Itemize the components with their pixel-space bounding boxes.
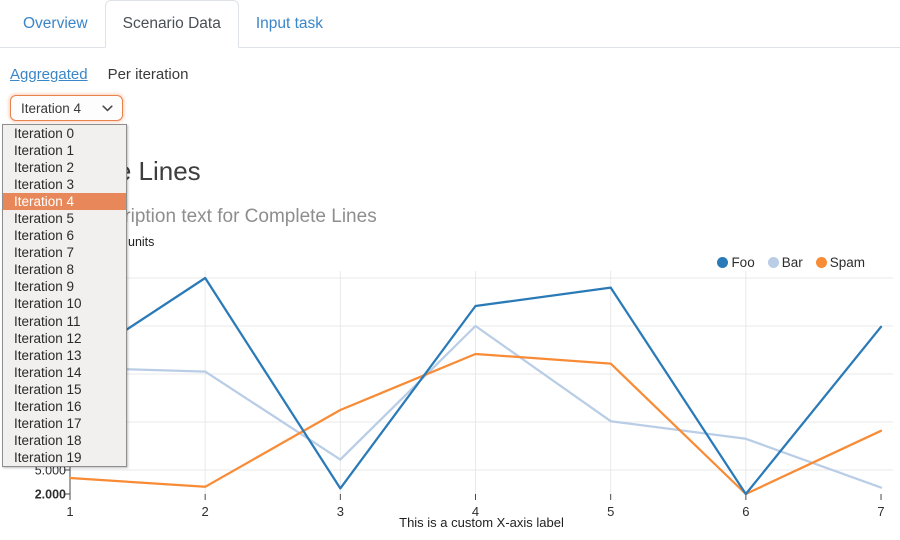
tab-scenario-data[interactable]: Scenario Data	[104, 0, 239, 48]
chevron-down-icon	[102, 104, 113, 112]
dropdown-option[interactable]: Iteration 17	[14, 415, 82, 431]
y-axis-unit-label: units	[128, 235, 155, 249]
iteration-select[interactable]: Iteration 4	[10, 95, 123, 121]
iteration-dropdown-list: Iteration 0 Iteration 1 Iteration 2 Iterati…	[2, 124, 127, 467]
dropdown-option[interactable]: Iteration 8	[14, 262, 75, 278]
svg-text:7: 7	[877, 504, 884, 519]
dropdown-option[interactable]: Iteration 7	[14, 245, 75, 261]
dropdown-option[interactable]: Iteration 3	[14, 177, 75, 193]
dropdown-option[interactable]: Iteration 4	[3, 193, 126, 211]
svg-text:6: 6	[742, 504, 749, 519]
dropdown-option[interactable]: Iteration 5	[14, 211, 75, 227]
svg-text:4: 4	[472, 504, 479, 519]
dropdown-option[interactable]: Iteration 2	[14, 160, 75, 176]
tab-overview[interactable]: Overview	[23, 14, 88, 32]
svg-text:3: 3	[337, 504, 344, 519]
tab-input-task[interactable]: Input task	[255, 14, 324, 32]
dropdown-option[interactable]: Iteration 6	[14, 228, 75, 244]
svg-text:2.000: 2.000	[35, 488, 66, 502]
legend-label: Spam	[829, 255, 865, 270]
legend-item-bar[interactable]: Bar	[767, 255, 803, 270]
svg-text:5: 5	[607, 504, 614, 519]
dropdown-option[interactable]: Iteration 0	[14, 126, 75, 141]
subnav: Aggregated Per iteration	[10, 66, 188, 83]
legend-label: Foo	[731, 255, 755, 270]
chart-subtitle: Description text for Complete Lines	[81, 206, 377, 227]
svg-text:This is a custom X-axis label: This is a custom X-axis label	[399, 515, 564, 530]
dropdown-option[interactable]: Iteration 10	[14, 296, 82, 312]
dropdown-option[interactable]: Iteration 14	[14, 364, 82, 380]
dropdown-option[interactable]: Iteration 19	[14, 449, 82, 465]
tab-bar: Overview Scenario Data Input task	[0, 0, 900, 48]
subnav-item-per-iteration[interactable]: Per iteration	[107, 66, 189, 83]
dropdown-option[interactable]: Iteration 1	[14, 143, 75, 159]
dropdown-option[interactable]: Iteration 9	[14, 279, 75, 295]
svg-text:2: 2	[202, 504, 209, 519]
chart-legend: Foo Bar Spam	[717, 255, 865, 270]
dropdown-option[interactable]: Iteration 11	[14, 313, 81, 329]
dropdown-option[interactable]: Iteration 12	[14, 330, 82, 346]
dropdown-option[interactable]: Iteration 15	[14, 381, 82, 397]
dropdown-option[interactable]: Iteration 16	[14, 398, 82, 414]
legend-label: Bar	[781, 255, 803, 270]
dropdown-option[interactable]: Iteration 18	[14, 432, 82, 448]
legend-dot	[767, 257, 779, 268]
svg-text:1: 1	[66, 504, 73, 519]
iteration-select-value: Iteration 4	[21, 100, 82, 116]
dropdown-option[interactable]: Iteration 13	[14, 347, 82, 363]
subnav-link-aggregated[interactable]: Aggregated	[10, 66, 88, 83]
legend-item-spam[interactable]: Spam	[815, 255, 865, 270]
legend-item-foo[interactable]: Foo	[717, 255, 755, 270]
legend-dot	[717, 257, 729, 268]
legend-dot	[815, 257, 827, 268]
